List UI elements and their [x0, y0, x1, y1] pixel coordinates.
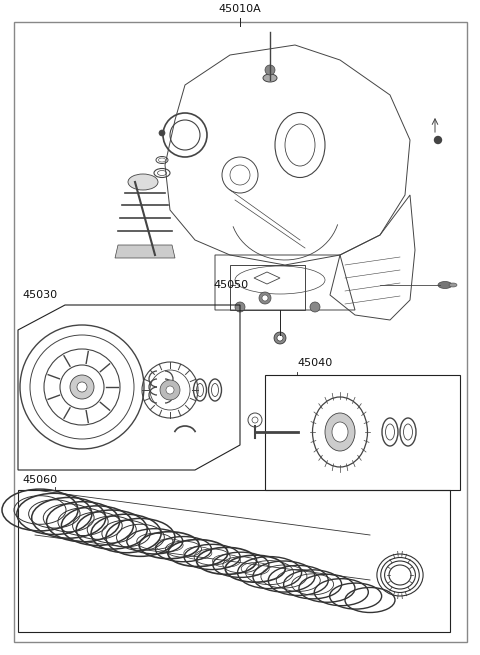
Circle shape — [259, 292, 271, 304]
Ellipse shape — [325, 413, 355, 451]
Text: 45060: 45060 — [22, 475, 57, 485]
Circle shape — [265, 65, 275, 75]
Ellipse shape — [332, 422, 348, 442]
Polygon shape — [115, 245, 175, 258]
Circle shape — [274, 332, 286, 344]
Text: 45040: 45040 — [297, 358, 332, 368]
Circle shape — [166, 386, 174, 394]
Circle shape — [77, 382, 87, 392]
Circle shape — [310, 302, 320, 312]
Circle shape — [70, 375, 94, 399]
Circle shape — [159, 130, 165, 136]
Bar — [230, 265, 305, 310]
Ellipse shape — [449, 283, 457, 287]
Circle shape — [277, 335, 283, 341]
Text: 45010A: 45010A — [218, 4, 262, 14]
Circle shape — [160, 380, 180, 400]
Text: 45030: 45030 — [22, 290, 57, 300]
Text: 45050: 45050 — [213, 280, 248, 290]
Circle shape — [262, 295, 268, 301]
Circle shape — [235, 302, 245, 312]
Circle shape — [434, 136, 442, 143]
Ellipse shape — [438, 282, 452, 288]
Ellipse shape — [128, 174, 158, 190]
Ellipse shape — [263, 74, 277, 82]
